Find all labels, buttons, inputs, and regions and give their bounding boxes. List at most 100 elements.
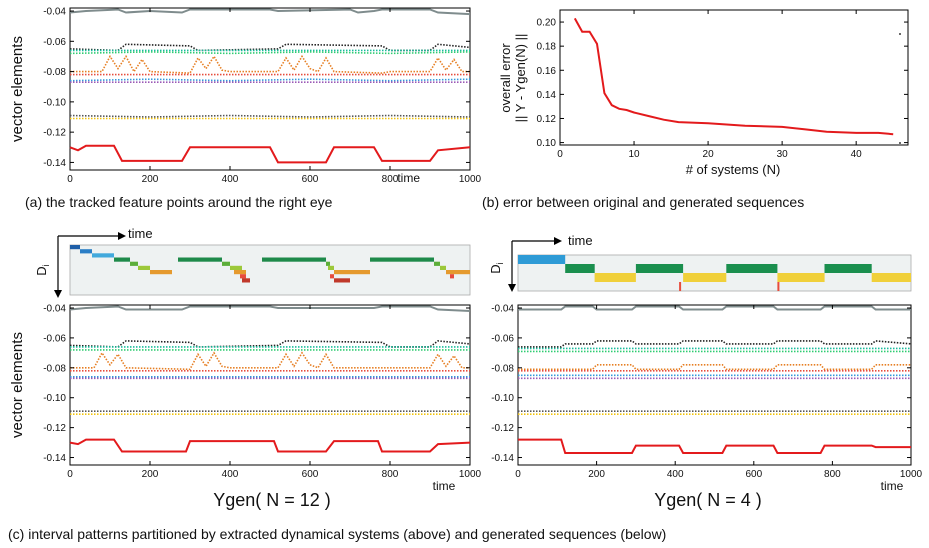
c12-interval-11 — [240, 274, 246, 279]
b-ytick-label-1: 0.12 — [537, 114, 557, 125]
a-xtick-label-0: 0 — [67, 174, 73, 185]
b-corner-dot-1 — [899, 33, 901, 35]
c4-interval-2 — [594, 273, 636, 282]
c12-interval-6 — [150, 270, 172, 275]
chart-a-plot-frame — [69, 7, 471, 171]
chart-b-y-ticks: 0.10 0.12 0.14 0.16 0.18 0.20 — [537, 18, 908, 149]
chart-ygen-n4: -0.04 -0.06 -0.08 -0.10 -0.12 -0.14 0 200 400 60… — [491, 303, 922, 510]
c4-xtick-label-0: 0 — [515, 469, 521, 480]
int-c12-time-label: time — [128, 226, 153, 241]
chart-a-y-ticks: -0.04 -0.06 -0.08 -0.10 -0.12 -0.14 — [43, 7, 470, 169]
c12-interval-17 — [334, 278, 350, 283]
int-c4-segments — [518, 255, 911, 291]
c12-series-1 — [69, 340, 471, 348]
c4-interval-4 — [683, 273, 727, 282]
chart-b-error: 0.10 0.12 0.14 0.16 0.18 0.20 0 10 20 30 40 overa… — [498, 9, 909, 177]
c4-interval-6 — [777, 273, 825, 282]
c12-series-10 — [69, 438, 471, 453]
c12-xtick-label-2: 400 — [222, 469, 239, 480]
c12-interval-13 — [262, 257, 326, 262]
b-xtick-label-0: 0 — [557, 149, 563, 160]
int-c12-frame — [69, 244, 471, 296]
interval-pattern-n4: time Di — [488, 233, 912, 292]
chart-a-x-ticks: 0 200 400 600 800 1000 — [67, 8, 482, 185]
a-ytick-label-4: -0.12 — [43, 128, 66, 139]
int-c4-state-label: Di — [488, 262, 505, 273]
a-ytick-label-5: -0.14 — [43, 158, 66, 169]
a-ytick-label-1: -0.06 — [43, 37, 66, 48]
b-xtick-label-2: 20 — [703, 149, 715, 160]
chart-c4-title: Ygen( N = 4 ) — [654, 490, 762, 510]
b-ytick-label-5: 0.20 — [537, 18, 557, 29]
a-ytick-label-3: -0.10 — [43, 97, 66, 108]
c12-series-4 — [70, 351, 470, 371]
c12-xtick-label-1: 200 — [142, 469, 159, 480]
chart-c12-y-axis-label: vector elements — [9, 332, 26, 438]
b-corner-dot-2 — [899, 142, 901, 144]
a-series-6 — [69, 78, 471, 82]
c4-series-0 — [518, 305, 911, 311]
chart-c4-x-ticks: 0 200 400 600 800 1000 — [515, 305, 923, 480]
caption-b: (b) error between original and generated… — [482, 194, 804, 210]
caption-a: (a) the tracked feature points around th… — [25, 194, 333, 210]
int-c12-time-arrowhead — [118, 232, 126, 240]
c12-ytick-label-0: -0.04 — [43, 303, 66, 314]
int-c12-segments — [70, 245, 470, 283]
c4-interval-10 — [777, 282, 780, 291]
c4-interval-9 — [679, 282, 682, 291]
chart-c12-title: Ygen( N = 12 ) — [213, 490, 331, 510]
chart-c12-x-ticks: 0 200 400 600 800 1000 — [67, 305, 482, 480]
int-c4-state-arrowhead — [508, 284, 516, 292]
c4-ytick-label-1: -0.06 — [491, 333, 514, 344]
chart-ygen-n12: -0.04 -0.06 -0.08 -0.10 -0.12 -0.14 0 200 400 60… — [9, 303, 482, 510]
c12-xtick-label-3: 600 — [302, 469, 319, 480]
caption-c: (c) interval patterns partitioned by ext… — [8, 526, 666, 542]
chart-c12-y-ticks: -0.04 -0.06 -0.08 -0.10 -0.12 -0.14 — [43, 303, 470, 464]
c12-interval-18 — [334, 270, 370, 275]
c12-interval-20 — [434, 261, 440, 266]
b-series-0 — [573, 17, 894, 136]
c12-interval-2 — [92, 253, 114, 258]
chart-c4-plot-frame — [517, 304, 912, 466]
c12-interval-15 — [328, 265, 334, 270]
b-xtick-label-1: 10 — [628, 149, 640, 160]
c12-interval-21 — [440, 265, 446, 270]
c12-interval-7 — [178, 257, 222, 262]
c12-interval-16 — [330, 274, 334, 279]
a-xtick-label-3: 600 — [302, 174, 319, 185]
c4-xtick-label-5: 1000 — [900, 469, 923, 480]
c4-interval-0 — [518, 255, 566, 264]
a-series-8 — [69, 114, 471, 118]
c4-ytick-label-5: -0.14 — [491, 453, 514, 464]
chart-a-x-axis-label: time — [397, 171, 420, 185]
c12-ytick-label-3: -0.10 — [43, 393, 66, 404]
interval-pattern-n12: time Di — [34, 226, 471, 298]
c12-ytick-label-4: -0.12 — [43, 423, 66, 434]
a-series-3 — [69, 51, 471, 55]
c4-series-1 — [518, 340, 912, 348]
c4-interval-1 — [565, 264, 595, 273]
a-ytick-label-0: -0.04 — [43, 7, 66, 18]
chart-b-x-ticks: 0 10 20 30 40 — [557, 10, 862, 160]
b-xtick-label-4: 40 — [851, 149, 863, 160]
c12-interval-0 — [70, 245, 80, 250]
a-series-0 — [69, 8, 471, 16]
c12-interval-9 — [230, 265, 242, 270]
int-c4-state-label-sub: i — [495, 262, 505, 264]
c12-interval-22 — [446, 270, 470, 275]
a-xtick-label-4: 800 — [382, 174, 399, 185]
chart-c12-plot-frame — [69, 304, 471, 466]
c12-interval-23 — [450, 274, 454, 279]
c12-interval-14 — [326, 261, 330, 266]
c12-series-0 — [69, 305, 471, 312]
c12-xtick-label-5: 1000 — [459, 469, 482, 480]
chart-b-x-axis-label: # of systems (N) — [686, 162, 781, 177]
chart-c12-x-axis-label: time — [433, 479, 456, 493]
chart-a-y-axis-label: vector elements — [9, 36, 26, 142]
chart-b-series-layer — [573, 17, 901, 144]
a-series-10 — [69, 144, 471, 164]
c12-interval-12 — [242, 278, 250, 283]
c4-ytick-label-3: -0.10 — [491, 393, 514, 404]
c4-ytick-label-0: -0.04 — [491, 303, 514, 314]
